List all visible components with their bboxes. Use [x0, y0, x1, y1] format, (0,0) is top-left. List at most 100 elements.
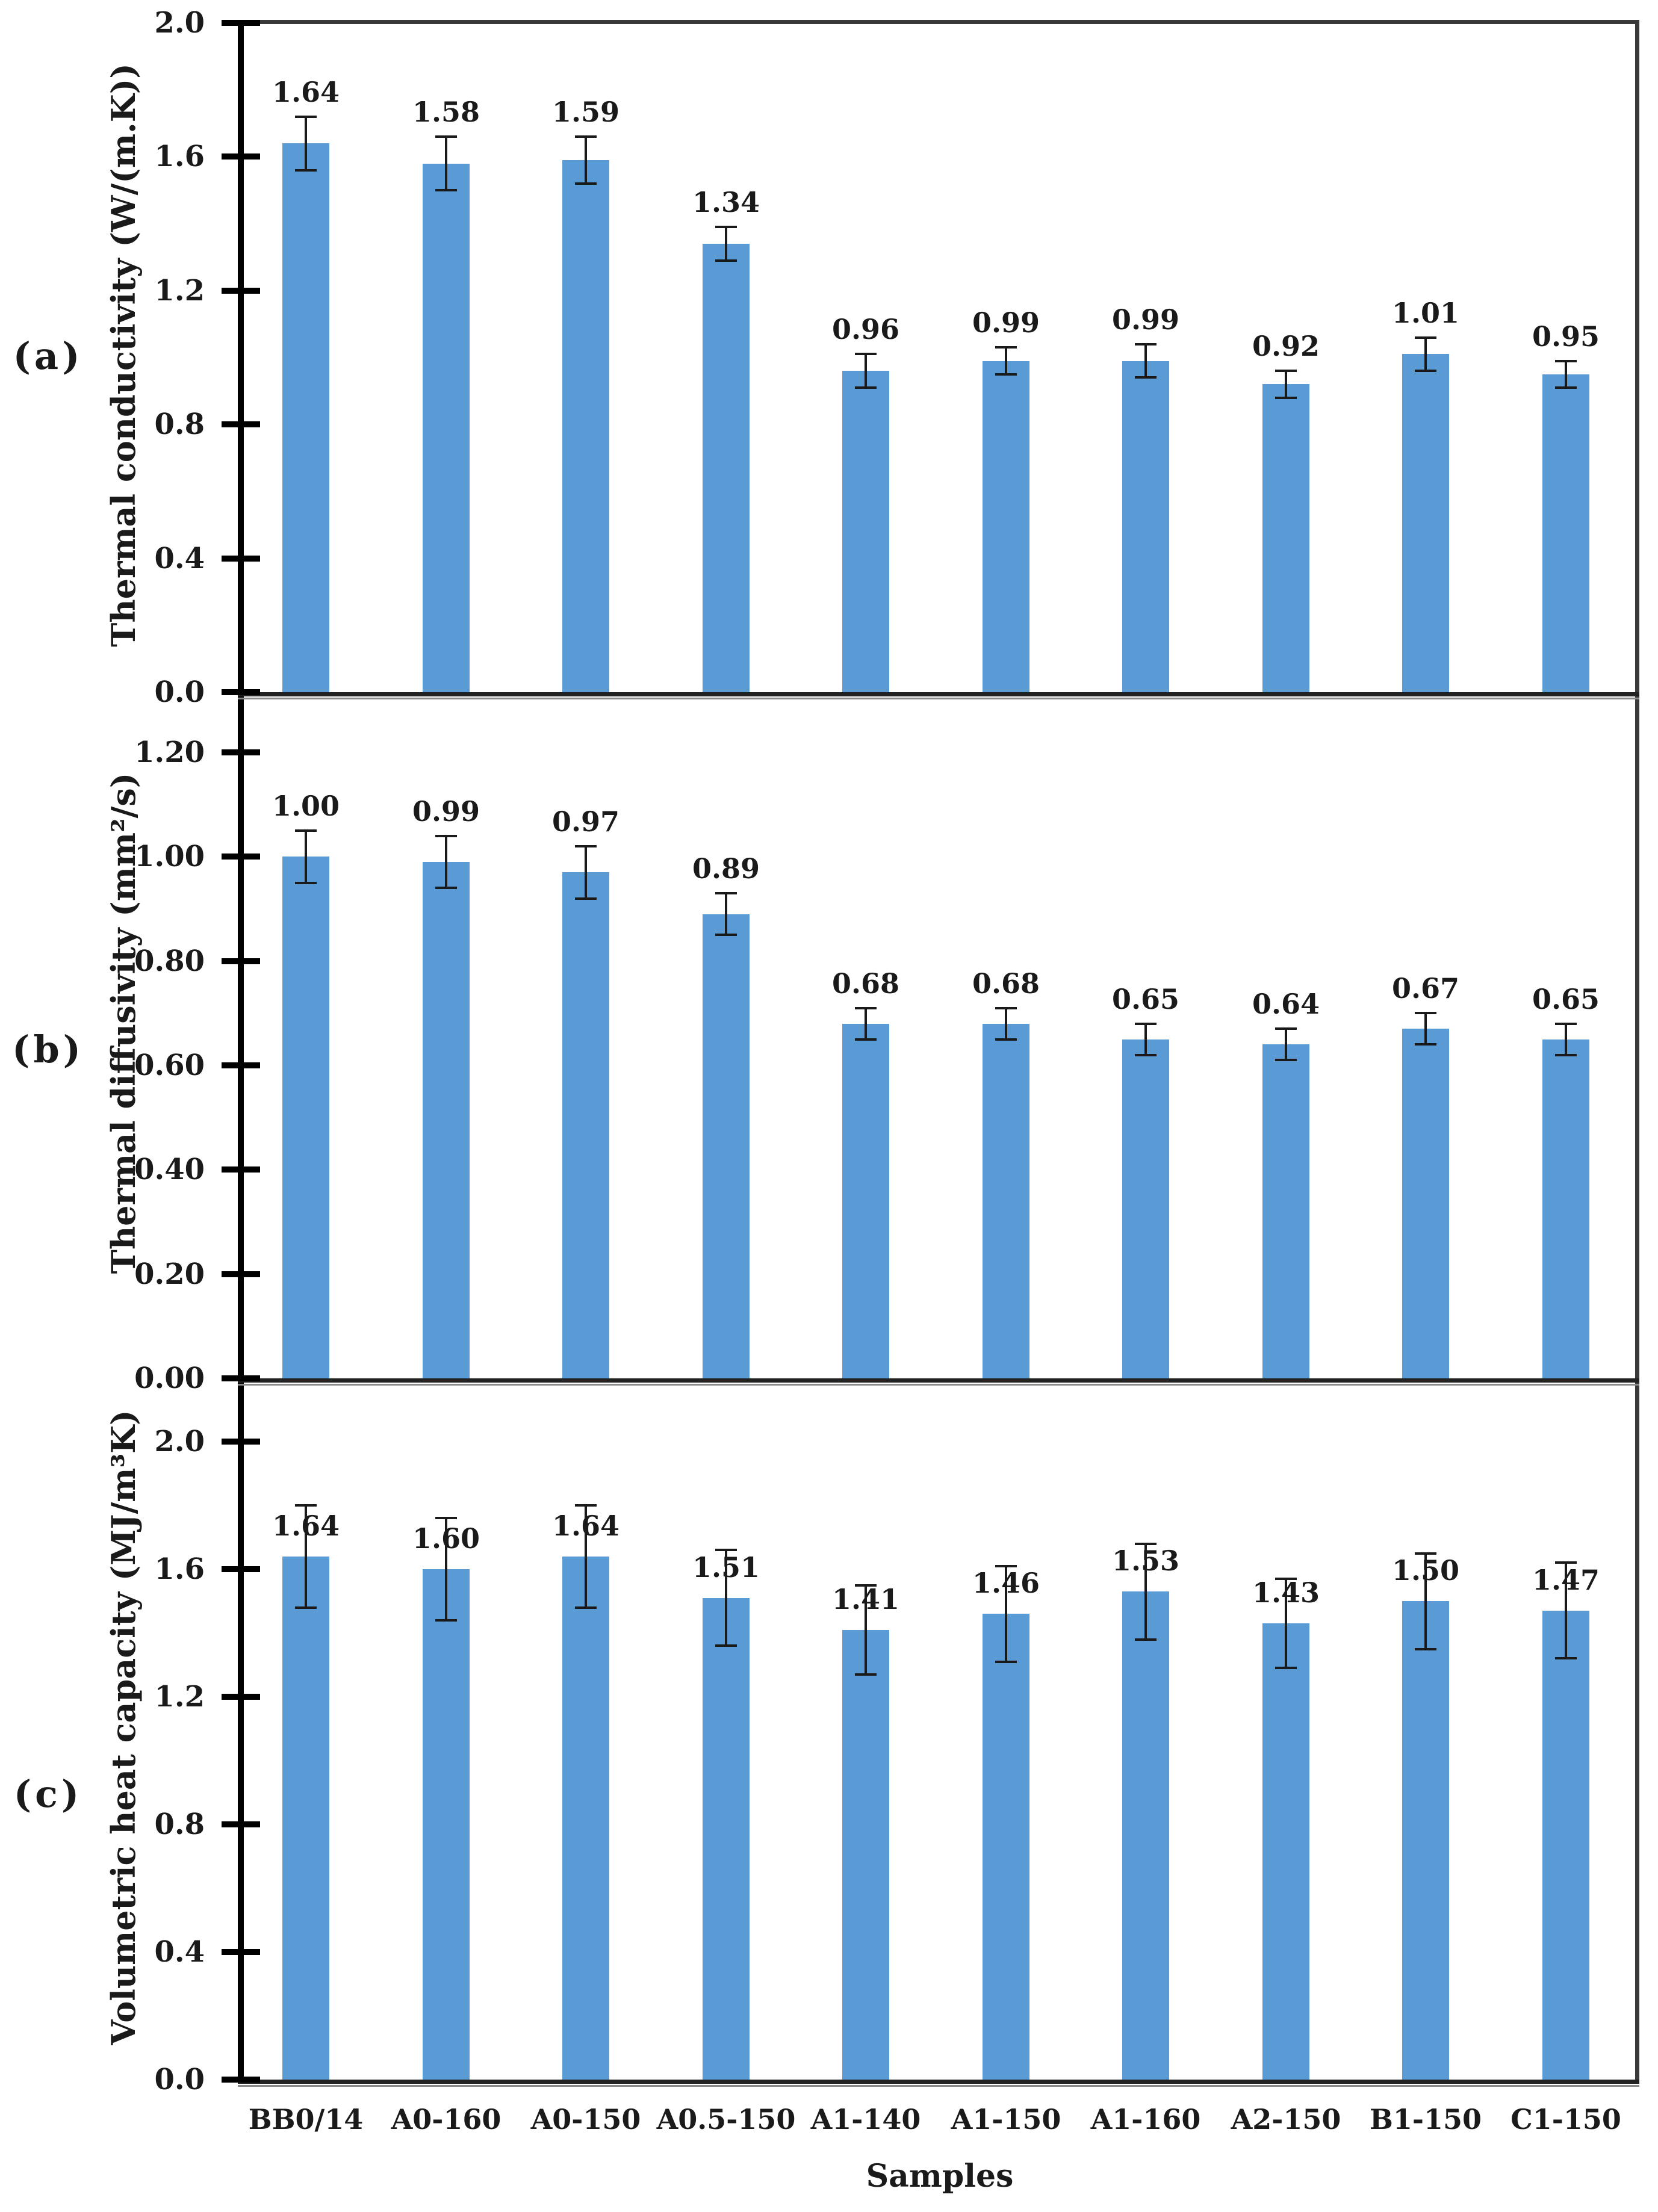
y-tick-label: 1.2	[154, 1680, 205, 1714]
bar	[842, 1024, 889, 1378]
y-tick-label: 0.8	[154, 1808, 205, 1841]
y-tick-label: 0.0	[154, 2063, 205, 2096]
error-bar-cap-top	[295, 829, 317, 832]
x-tick-label: A1-160	[1090, 2103, 1201, 2136]
x-tick-label: A1-150	[951, 2103, 1061, 2136]
y-tick-mark	[222, 958, 260, 964]
error-bar-cap-bottom	[1415, 1648, 1436, 1650]
bar-value-label: 1.53	[1111, 1544, 1180, 1577]
x-axis-baseline-shadow	[238, 698, 1639, 699]
error-bar-cap-bottom	[855, 386, 877, 389]
x-tick-label: A0-150	[530, 2103, 641, 2136]
x-tick-label: C1-150	[1511, 2103, 1621, 2136]
error-bar-cap-bottom	[295, 169, 317, 172]
error-bar	[1005, 347, 1007, 374]
bar-value-label: 0.68	[972, 967, 1040, 1000]
bar	[562, 1557, 609, 2080]
bar-value-label: 0.99	[1111, 303, 1180, 336]
bar	[1402, 1601, 1449, 2080]
error-bar-cap-bottom	[295, 882, 317, 884]
bar	[842, 1630, 889, 2080]
error-bar-cap-bottom	[295, 1606, 317, 1609]
error-bar-cap-bottom	[1555, 386, 1577, 389]
x-axis-baseline	[238, 2080, 1639, 2084]
error-bar-cap-top	[1275, 370, 1297, 372]
error-bar-cap-bottom	[855, 1038, 877, 1041]
bar	[1262, 1044, 1309, 1378]
error-bar-cap-bottom	[575, 897, 597, 900]
error-bar-cap-bottom	[1135, 1638, 1157, 1641]
error-bar	[725, 1550, 727, 1646]
bar	[703, 1598, 750, 2080]
bar-value-label: 0.64	[1252, 988, 1320, 1020]
y-tick-label: 0.0	[154, 675, 205, 709]
y-tick-label: 0.4	[154, 542, 205, 575]
bar-value-label: 0.96	[831, 313, 900, 345]
panel-letter: (b)	[11, 1027, 85, 1071]
error-bar-cap-top	[575, 135, 597, 138]
bar	[1402, 354, 1449, 692]
x-tick-label: A2-150	[1231, 2103, 1341, 2136]
error-bar-cap-bottom	[1135, 376, 1157, 379]
bar-value-label: 1.51	[692, 1551, 760, 1584]
error-bar	[1005, 1566, 1007, 1662]
error-bar	[1005, 1008, 1007, 1039]
bar	[1402, 1029, 1449, 1378]
bar	[703, 244, 750, 692]
x-axis-title: Samples	[866, 2158, 1014, 2195]
y-tick-mark	[222, 421, 260, 427]
error-bar	[1424, 1554, 1427, 1649]
y-axis-title: Volumetric heat capacity (MJ/m³K)	[104, 1410, 143, 2045]
error-bar-cap-bottom	[995, 373, 1017, 376]
y-tick-label: 1.20	[134, 736, 205, 769]
error-bar	[725, 227, 727, 261]
bar-value-label: 0.95	[1532, 320, 1600, 353]
bar	[1542, 374, 1589, 692]
bar	[562, 160, 609, 692]
error-bar	[1144, 1544, 1147, 1640]
bar-value-label: 1.64	[272, 1510, 340, 1542]
error-bar-cap-bottom	[575, 182, 597, 185]
error-bar-cap-bottom	[995, 1038, 1017, 1041]
y-tick-mark	[222, 1375, 260, 1381]
x-tick-label: A1-140	[810, 2103, 921, 2136]
bar	[1542, 1611, 1589, 2080]
bar-value-label: 0.65	[1111, 983, 1180, 1015]
x-tick-label: BB0/14	[248, 2103, 364, 2136]
y-tick-label: 1.6	[154, 140, 205, 173]
bar	[1542, 1039, 1589, 1378]
error-bar-cap-top	[1135, 1543, 1157, 1545]
error-bar-cap-top	[715, 1549, 737, 1551]
error-bar	[1285, 1029, 1287, 1060]
error-bar-cap-bottom	[1135, 1054, 1157, 1056]
error-bar-cap-top	[995, 346, 1017, 349]
panel-letter: (c)	[13, 1772, 83, 1816]
error-bar-cap-top	[575, 1504, 597, 1507]
bar-value-label: 0.99	[972, 306, 1040, 339]
bar-value-label: 1.41	[831, 1583, 900, 1616]
bar	[423, 164, 470, 692]
y-tick-mark	[222, 153, 260, 160]
error-bar-cap-top	[855, 353, 877, 355]
y-tick-label: 0.4	[154, 1935, 205, 1969]
error-bar-cap-bottom	[435, 1619, 457, 1622]
bar-value-label: 1.50	[1391, 1554, 1460, 1587]
x-axis-baseline	[238, 1378, 1639, 1383]
bar	[1122, 1039, 1169, 1378]
error-bar-cap-bottom	[1275, 1667, 1297, 1669]
bar-value-label: 1.01	[1391, 297, 1460, 329]
y-tick-mark	[222, 749, 260, 755]
y-axis-title: Thermal conductivity (W/(m.K))	[104, 63, 143, 647]
error-bar	[305, 831, 307, 883]
bar	[282, 1557, 329, 2080]
bar	[703, 914, 750, 1378]
error-bar-cap-top	[1555, 1561, 1577, 1564]
bar-value-label: 1.59	[551, 96, 620, 128]
error-bar-cap-top	[855, 1584, 877, 1587]
y-tick-label: 1.00	[134, 840, 205, 873]
error-bar	[1565, 1563, 1567, 1658]
error-bar-cap-bottom	[1555, 1657, 1577, 1659]
bar-value-label: 0.67	[1391, 972, 1460, 1005]
error-bar-cap-top	[1275, 1027, 1297, 1030]
